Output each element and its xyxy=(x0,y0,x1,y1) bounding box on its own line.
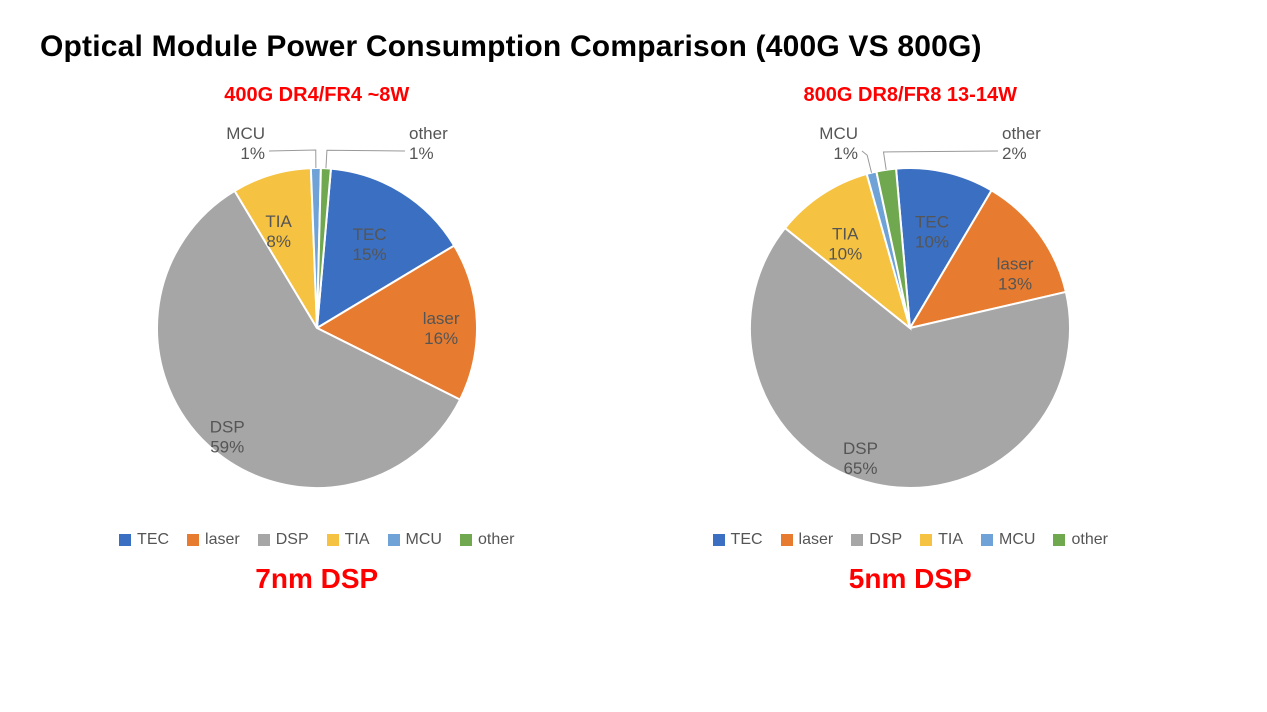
chart-800g-subtitle: 800G DR8/FR8 13-14W xyxy=(804,84,1017,107)
legend-item-laser: laser xyxy=(187,531,240,549)
chart-block-400g: 400G DR4/FR4 ~8W TEC15%laser16%DSP59%TIA… xyxy=(40,84,594,595)
legend-label-laser: laser xyxy=(205,531,240,549)
legend-label-tec: TEC xyxy=(137,531,169,549)
legend-label-mcu: MCU xyxy=(406,531,442,549)
slice-pct-tia: 10% xyxy=(828,244,862,263)
legend-label-other: other xyxy=(478,531,514,549)
legend-label-mcu: MCU xyxy=(999,531,1035,549)
slice-label-dsp: DSP xyxy=(209,418,244,437)
legend-swatch-tia xyxy=(327,534,339,546)
legend-label-tia: TIA xyxy=(345,531,370,549)
chart-400g-subtitle: 400G DR4/FR4 ~8W xyxy=(224,84,409,107)
slice-pct-other: 1% xyxy=(409,144,434,163)
legend-item-tia: TIA xyxy=(327,531,370,549)
slice-pct-mcu: 1% xyxy=(834,144,859,163)
page-title: Optical Module Power Consumption Compari… xyxy=(40,30,1227,64)
legend-swatch-tec xyxy=(713,534,725,546)
pie-chart-400g: TEC15%laser16%DSP59%TIA8%MCU1%other1% xyxy=(57,113,577,513)
slice-pct-tec: 15% xyxy=(352,245,386,264)
legend-400g: TEC laser DSP TIA MCU other xyxy=(119,531,514,549)
legend-label-other: other xyxy=(1071,531,1107,549)
legend-item-other: other xyxy=(1053,531,1107,549)
slice-pct-mcu: 1% xyxy=(240,144,265,163)
slice-label-tec: TEC xyxy=(352,225,386,244)
chart-block-800g: 800G DR8/FR8 13-14W TEC10%laser13%DSP65%… xyxy=(634,84,1188,595)
leader-mcu xyxy=(862,151,872,173)
legend-item-mcu: MCU xyxy=(981,531,1035,549)
pie-chart-800g: TEC10%laser13%DSP65%TIA10%MCU1%other2% xyxy=(650,113,1170,513)
legend-item-laser: laser xyxy=(781,531,834,549)
leader-other xyxy=(326,150,405,168)
slice-label-tec: TEC xyxy=(915,212,949,231)
slice-label-laser: laser xyxy=(422,309,459,328)
slice-pct-tia: 8% xyxy=(266,232,291,251)
pie-group-800g: TEC10%laser13%DSP65%TIA10%MCU1%other2% xyxy=(750,124,1070,488)
legend-item-dsp: DSP xyxy=(851,531,902,549)
legend-item-other: other xyxy=(460,531,514,549)
legend-label-tec: TEC xyxy=(731,531,763,549)
dsp-label-800g: 5nm DSP xyxy=(849,563,972,595)
legend-label-dsp: DSP xyxy=(869,531,902,549)
slice-pct-laser: 16% xyxy=(424,329,458,348)
legend-swatch-laser xyxy=(187,534,199,546)
slice-label-dsp: DSP xyxy=(843,439,878,458)
legend-swatch-mcu xyxy=(981,534,993,546)
legend-swatch-laser xyxy=(781,534,793,546)
legend-item-dsp: DSP xyxy=(258,531,309,549)
slice-label-mcu: MCU xyxy=(820,124,859,143)
legend-800g: TEC laser DSP TIA MCU other xyxy=(713,531,1108,549)
slice-pct-dsp: 65% xyxy=(844,459,878,478)
legend-swatch-dsp xyxy=(258,534,270,546)
slice-pct-tec: 10% xyxy=(915,232,949,251)
legend-label-tia: TIA xyxy=(938,531,963,549)
slice-label-laser: laser xyxy=(997,254,1034,273)
legend-item-tec: TEC xyxy=(119,531,169,549)
legend-item-tec: TEC xyxy=(713,531,763,549)
legend-item-mcu: MCU xyxy=(388,531,442,549)
legend-swatch-tec xyxy=(119,534,131,546)
legend-swatch-tia xyxy=(920,534,932,546)
slice-label-tia: TIA xyxy=(265,212,292,231)
legend-swatch-other xyxy=(1053,534,1065,546)
slice-pct-dsp: 59% xyxy=(210,438,244,457)
slice-label-other: other xyxy=(1002,124,1041,143)
slice-label-other: other xyxy=(409,124,448,143)
leader-mcu xyxy=(269,150,316,168)
legend-swatch-mcu xyxy=(388,534,400,546)
charts-row: 400G DR4/FR4 ~8W TEC15%laser16%DSP59%TIA… xyxy=(40,84,1227,595)
slice-label-mcu: MCU xyxy=(226,124,265,143)
legend-swatch-dsp xyxy=(851,534,863,546)
legend-label-laser: laser xyxy=(799,531,834,549)
slice-pct-other: 2% xyxy=(1002,144,1027,163)
leader-other xyxy=(884,151,999,170)
legend-swatch-other xyxy=(460,534,472,546)
pie-group-400g: TEC15%laser16%DSP59%TIA8%MCU1%other1% xyxy=(157,124,477,488)
page-root: Optical Module Power Consumption Compari… xyxy=(0,0,1267,712)
slice-label-tia: TIA xyxy=(832,224,859,243)
legend-label-dsp: DSP xyxy=(276,531,309,549)
dsp-label-400g: 7nm DSP xyxy=(255,563,378,595)
legend-item-tia: TIA xyxy=(920,531,963,549)
slice-pct-laser: 13% xyxy=(998,274,1032,293)
